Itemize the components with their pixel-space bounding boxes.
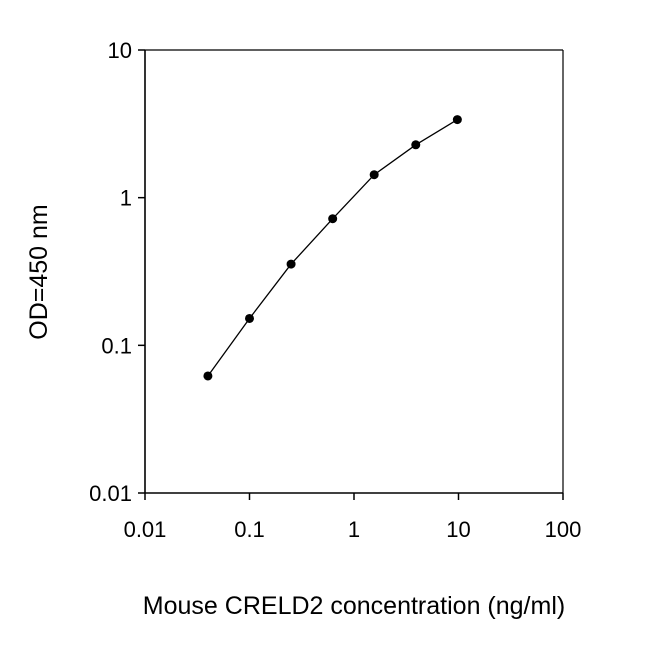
x-axis-ticks: 0.01 0.1 1 10 100 bbox=[124, 493, 582, 542]
data-point bbox=[203, 371, 213, 381]
series-lines bbox=[207, 119, 458, 377]
x-tick-label: 10 bbox=[446, 517, 470, 542]
data-point bbox=[452, 115, 462, 125]
x-tick-label: 0.01 bbox=[124, 517, 167, 542]
y-axis-ticks: 0.01 0.1 1 10 bbox=[89, 38, 145, 506]
y-tick-label: 1 bbox=[120, 186, 132, 211]
data-point bbox=[411, 140, 421, 150]
x-axis-title: Mouse CRELD2 concentration (ng/ml) bbox=[143, 592, 565, 620]
data-point bbox=[369, 170, 379, 180]
data-point bbox=[286, 259, 296, 269]
y-tick-label: 0.1 bbox=[101, 333, 132, 358]
data-point bbox=[328, 214, 338, 224]
series-points bbox=[203, 115, 462, 381]
plot-frame bbox=[144, 49, 564, 494]
x-tick-label: 1 bbox=[348, 517, 360, 542]
x-tick-label: 100 bbox=[545, 517, 582, 542]
series-line bbox=[207, 119, 458, 377]
y-axis-title: OD=450 nm bbox=[25, 204, 53, 340]
y-tick-label: 10 bbox=[108, 38, 132, 63]
data-point bbox=[245, 313, 254, 323]
x-tick-label: 0.1 bbox=[234, 517, 265, 542]
y-tick-label: 0.01 bbox=[89, 481, 132, 506]
